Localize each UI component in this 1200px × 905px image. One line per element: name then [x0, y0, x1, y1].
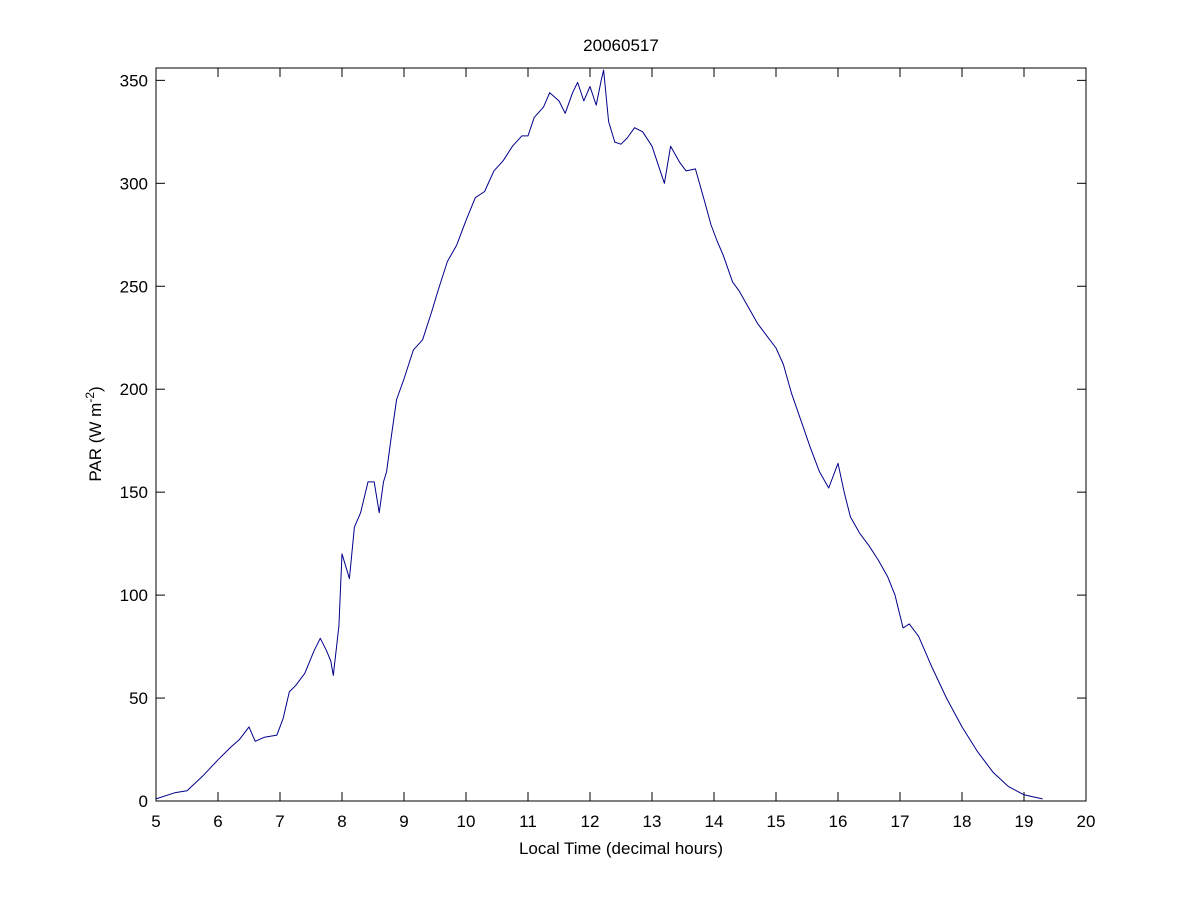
x-tick-label: 15 [767, 812, 786, 831]
y-axis-title-suffix: ) [86, 386, 105, 392]
x-tick-label: 20 [1077, 812, 1096, 831]
plot-area [155, 67, 1087, 802]
axis-ticks: 5 6 7 8 9 10 11 12 13 14 15 16 17 18 19 200501001502002… [120, 68, 1096, 831]
x-tick-label: 18 [953, 812, 972, 831]
chart-title: 20060517 [583, 36, 659, 55]
y-tick-label: 250 [120, 277, 148, 296]
x-tick-label: 14 [705, 812, 724, 831]
series-line [155, 69, 1043, 800]
x-tick-label: 12 [581, 812, 600, 831]
series-group [155, 69, 1043, 800]
y-tick-label: 350 [120, 71, 148, 90]
x-tick-label: 6 [213, 812, 222, 831]
x-tick-label: 10 [457, 812, 476, 831]
x-tick-label: 17 [891, 812, 910, 831]
x-tick-label: 11 [519, 812, 537, 831]
x-tick-label: 16 [829, 812, 848, 831]
y-axis-title-prefix: PAR (W m [86, 403, 105, 482]
x-tick-label: 8 [337, 812, 346, 831]
x-axis-title: Local Time (decimal hours) [519, 839, 723, 858]
y-tick-label: 50 [129, 689, 148, 708]
y-tick-label: 200 [120, 380, 148, 399]
y-tick-label: 0 [139, 792, 148, 811]
x-tick-label: 7 [275, 812, 284, 831]
y-axis-title: PAR (W m-2) [83, 386, 105, 481]
x-tick-label: 19 [1015, 812, 1034, 831]
y-tick-label: 300 [120, 174, 148, 193]
x-tick-label: 13 [643, 812, 662, 831]
x-tick-label: 5 [151, 812, 160, 831]
y-tick-label: 150 [120, 483, 148, 502]
y-tick-label: 100 [120, 586, 148, 605]
x-tick-label: 9 [399, 812, 408, 831]
y-axis-title-superscript: -2 [83, 392, 97, 403]
